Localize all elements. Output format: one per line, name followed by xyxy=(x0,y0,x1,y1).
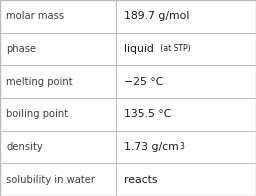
Text: melting point: melting point xyxy=(6,77,73,87)
Text: 189.7 g/mol: 189.7 g/mol xyxy=(124,11,189,21)
Text: boiling point: boiling point xyxy=(6,109,69,119)
Text: reacts: reacts xyxy=(124,175,158,185)
Text: 135.5 °C: 135.5 °C xyxy=(124,109,172,119)
Text: liquid: liquid xyxy=(124,44,154,54)
Text: phase: phase xyxy=(6,44,37,54)
Text: density: density xyxy=(6,142,43,152)
Text: −25 °C: −25 °C xyxy=(124,77,164,87)
Text: 3: 3 xyxy=(179,142,184,151)
Text: 1.73 g/cm: 1.73 g/cm xyxy=(124,142,179,152)
Text: solubility in water: solubility in water xyxy=(6,175,95,185)
Text: (at STP): (at STP) xyxy=(158,44,190,54)
Text: molar mass: molar mass xyxy=(6,11,65,21)
